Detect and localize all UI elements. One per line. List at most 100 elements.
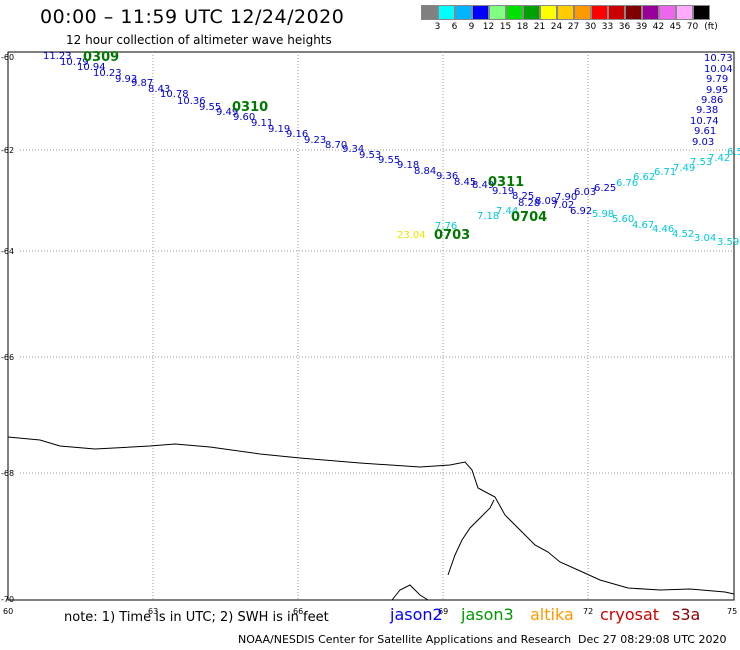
legend-s3a: s3a [672, 605, 701, 624]
swh-value-label: 8.70 [325, 140, 347, 151]
scale-level-label: 15 [499, 22, 512, 32]
longitude-label: 72 [583, 607, 593, 616]
swh-value-label: 9.55 [378, 155, 400, 166]
longitude-label: 66 [293, 607, 303, 616]
swh-value-label: 10.23 [93, 68, 122, 79]
swh-value-label: 7.44 [496, 206, 518, 217]
footer-timestamp: Dec 27 08:29:08 UTC 2020 [578, 633, 727, 646]
scale-swatch [676, 5, 693, 20]
map-gridlines: -60 -62 -64 -66 -68 -70 60 63 66 69 72 75 [1, 52, 737, 616]
latitude-label: -60 [1, 53, 14, 62]
swh-value-label: 9.36 [436, 171, 458, 182]
swh-value-label: 8.25 [512, 191, 534, 202]
scale-swatch [693, 5, 710, 20]
scale-level-label: 3 [434, 22, 441, 32]
scale-level-label: 18 [516, 22, 529, 32]
scale-level-label: 42 [652, 22, 665, 32]
swh-value-label: 23.04 [397, 230, 426, 241]
swh-value-label: 7.90 [555, 192, 577, 203]
swh-value-label: 9.95 [706, 85, 728, 96]
longitude-label: 69 [438, 607, 448, 616]
swh-value-label: 6.71 [654, 167, 676, 178]
swh-value-label: 7.49 [673, 163, 695, 174]
pass-time-label: 0703 [434, 228, 470, 243]
scale-swatch [421, 5, 438, 20]
map-frame [7, 51, 735, 601]
swh-value-label: 9.49 [216, 107, 238, 118]
swh-value-label: 6.25 [594, 183, 616, 194]
map-subtitle: 12 hour collection of altimeter wave hei… [66, 33, 332, 47]
swh-track-labels: 11.2310.7910.9410.239.939.878.4310.7810.… [43, 50, 740, 248]
longitude-label: 63 [148, 607, 158, 616]
scale-level-label: 21 [533, 22, 546, 32]
scale-level-label: 9 [468, 22, 475, 32]
swh-value-label: 3.59 [717, 237, 739, 248]
swh-value-label: 11.23 [43, 51, 72, 62]
scale-level-label: 30 [584, 22, 597, 32]
swh-value-label: 10.74 [690, 116, 719, 127]
swh-value-label: 10.78 [160, 89, 189, 100]
swh-value-label: 8.09 [535, 196, 557, 207]
legend-jason3: jason3 [461, 605, 514, 624]
scale-level-label: 39 [635, 22, 648, 32]
scale-level-label: 70 [686, 22, 699, 32]
swh-value-label: 9.93 [115, 74, 137, 85]
latitude-label: -68 [1, 469, 14, 478]
scale-swatch [642, 5, 659, 20]
scale-swatch [540, 5, 557, 20]
scale-swatch [591, 5, 608, 20]
swh-value-label: 9.03 [692, 137, 714, 148]
swh-value-label: 9.79 [706, 74, 728, 85]
swh-value-label: 10.36 [177, 96, 206, 107]
swh-value-label: 9.53 [359, 150, 381, 161]
latitude-label: -64 [1, 247, 14, 256]
scale-swatch [574, 5, 591, 20]
swh-value-label: 5.98 [592, 209, 614, 220]
swh-value-label: 7.42 [708, 153, 730, 164]
legend-altika: altika [530, 605, 574, 624]
latitude-label: -66 [1, 353, 14, 362]
swh-value-label: 8.49 [472, 180, 494, 191]
swh-value-label: 9.19 [268, 124, 290, 135]
scale-swatch [523, 5, 540, 20]
swh-value-label: 4.52 [672, 229, 694, 240]
swh-value-label: 10.94 [77, 62, 106, 73]
legend-cryosat: cryosat [600, 605, 660, 624]
swh-value-label: 9.87 [131, 78, 153, 89]
swh-value-label: 9.18 [397, 160, 419, 171]
latitude-label: -70 [1, 595, 14, 604]
scale-level-label: 33 [601, 22, 614, 32]
swh-value-label: 6.5 [727, 147, 740, 158]
scale-swatch [455, 5, 472, 20]
swh-value-label: 9.16 [286, 129, 308, 140]
latitude-label: -62 [1, 146, 14, 155]
scale-level-label: 6 [451, 22, 458, 32]
swh-value-label: 10.04 [704, 64, 733, 75]
swh-value-label: 6.03 [574, 187, 596, 198]
pass-time-label: 0311 [488, 175, 524, 190]
scale-level-label: 45 [669, 22, 682, 32]
swh-value-label: 8.43 [148, 84, 170, 95]
swh-value-label: 7.53 [690, 157, 712, 168]
swh-value-label: 6.92 [570, 206, 592, 217]
scale-swatch [472, 5, 489, 20]
swh-value-label: 9.34 [342, 144, 364, 155]
swh-value-label: 8.28 [518, 198, 540, 209]
swh-value-label: 9.55 [199, 102, 221, 113]
swh-value-label: 9.60 [233, 112, 255, 123]
longitude-label: 60 [3, 607, 13, 616]
swh-value-label: 7.02 [552, 200, 574, 211]
swh-value-label: 9.23 [304, 135, 326, 146]
pass-time-label: 0704 [511, 210, 547, 225]
scale-unit-label: (ft) [704, 22, 718, 32]
swh-value-label: 8.45 [454, 177, 476, 188]
swh-value-label: 9.19 [492, 186, 514, 197]
swh-value-label: 9.61 [694, 126, 716, 137]
swh-value-label: 9.11 [251, 118, 273, 129]
swh-value-label: 3.04 [694, 233, 716, 244]
antarctic-coastline [7, 436, 735, 601]
swh-value-label: 7.76 [435, 221, 457, 232]
color-scale-bar [421, 5, 710, 20]
